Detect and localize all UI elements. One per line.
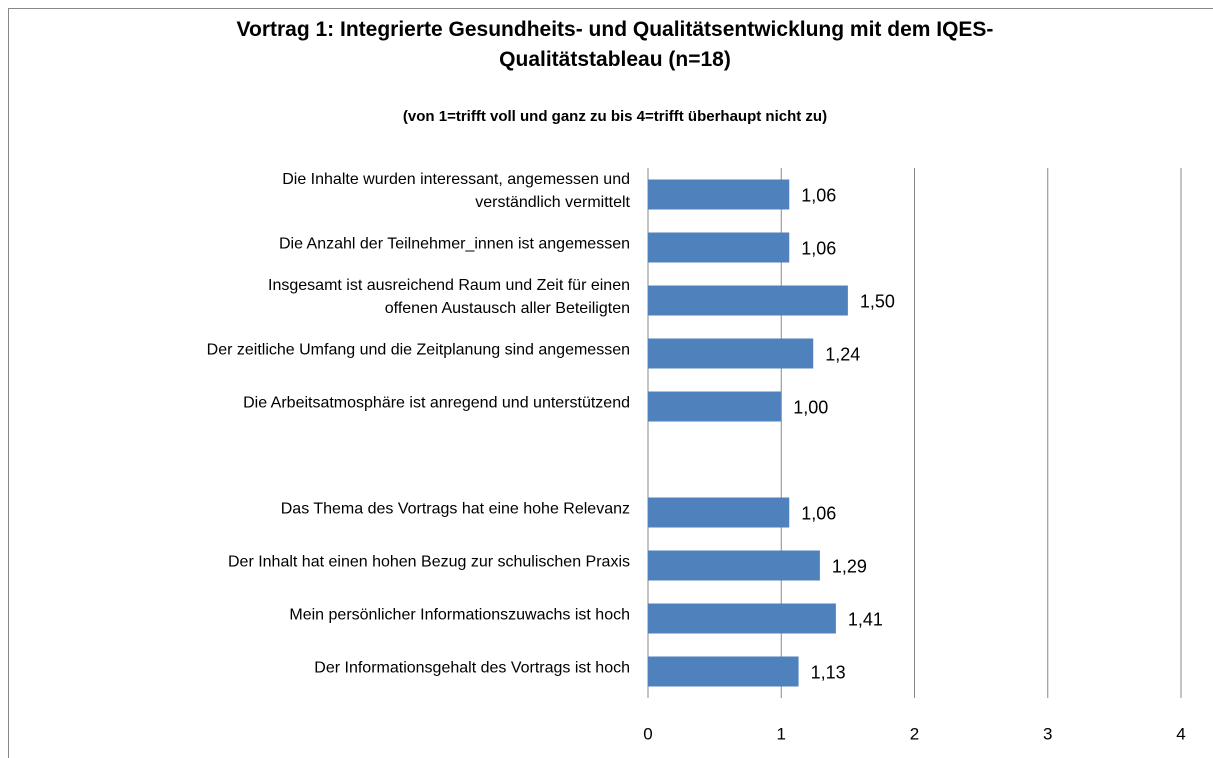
value-label: 1,24 <box>825 344 860 364</box>
x-tick-label: 4 <box>1176 724 1185 743</box>
value-label: 1,29 <box>832 556 867 576</box>
x-tick-label: 2 <box>910 724 919 743</box>
y-tick-label: Insgesamt ist ausreichend Raum und Zeit … <box>268 277 630 317</box>
y-tick-label: Die Arbeitsatmosphäre ist anregend und u… <box>243 395 630 412</box>
chart-frame <box>8 8 1213 758</box>
bar <box>648 497 790 528</box>
y-tick-label: Das Thema des Vortrags hat eine hohe Rel… <box>281 501 630 518</box>
value-label: 1,50 <box>860 291 895 311</box>
x-tick-label: 1 <box>777 724 786 743</box>
y-tick-label: Die Inhalte wurden interessant, angemess… <box>282 171 630 211</box>
y-tick-label: Mein persönlicher Informationszuwachs is… <box>289 607 630 624</box>
x-tick-label: 3 <box>1043 724 1052 743</box>
bar <box>648 285 848 316</box>
bar <box>648 656 799 687</box>
value-label: 1,06 <box>801 238 836 258</box>
value-label: 1,13 <box>811 662 846 682</box>
y-tick-label: Die Anzahl der Teilnehmer_innen ist ange… <box>279 236 630 253</box>
value-label: 1,06 <box>801 185 836 205</box>
chart-subtitle: (von 1=trifft voll und ganz zu bis 4=tri… <box>403 108 827 125</box>
bar <box>648 391 782 422</box>
bar <box>648 338 814 369</box>
bar <box>648 179 790 210</box>
y-tick-label: Der Inhalt hat einen hohen Bezug zur sch… <box>228 554 630 571</box>
x-tick-label: 0 <box>643 724 652 743</box>
bar <box>648 232 790 263</box>
y-tick-label: Der Informationsgehalt des Vortrags ist … <box>314 660 630 677</box>
bar <box>648 603 836 634</box>
value-label: 1,41 <box>848 609 883 629</box>
value-label: 1,06 <box>801 503 836 523</box>
value-label: 1,00 <box>793 397 828 417</box>
y-tick-label: Der zeitliche Umfang und die Zeitplanung… <box>207 342 630 359</box>
chart-title: Vortrag 1: Integrierte Gesundheits- und … <box>237 18 994 71</box>
bar <box>648 550 820 581</box>
